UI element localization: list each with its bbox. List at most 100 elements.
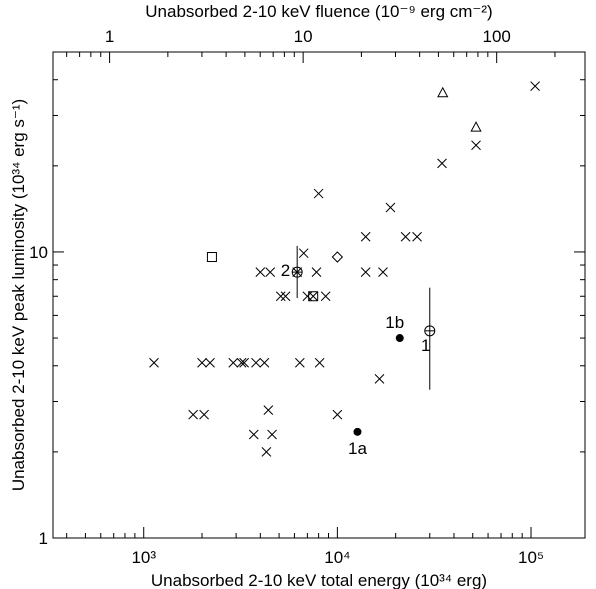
x-marker-stroke <box>332 409 343 420</box>
x-marker <box>265 267 276 277</box>
point-annotations: 2 1b 1 1a <box>281 261 431 458</box>
filled-circle-marker <box>395 334 404 343</box>
x-marker <box>313 188 324 199</box>
data-markers <box>149 81 540 457</box>
x-marker <box>360 267 371 277</box>
x-marker <box>314 357 325 368</box>
x-marker-stroke <box>530 81 540 91</box>
x-marker-stroke <box>149 357 159 368</box>
y-axis-label: Unabsorbed 2-10 keV peak luminosity (10³… <box>9 99 28 491</box>
x-marker <box>311 267 322 277</box>
x-marker <box>412 231 422 242</box>
x-marker <box>251 357 261 368</box>
annotation-label: 1b <box>385 313 404 332</box>
x-marker <box>378 267 388 277</box>
crossed-circle-marker <box>424 325 436 337</box>
x-marker <box>149 357 159 368</box>
x-marker <box>332 409 343 420</box>
x-marker <box>188 409 199 420</box>
x-marker <box>239 357 249 368</box>
x-marker-stroke <box>251 357 261 368</box>
x-marker-stroke <box>400 231 411 242</box>
x-marker-stroke <box>320 291 331 302</box>
diamond-marker <box>331 251 344 263</box>
x-marker-stroke <box>248 429 259 440</box>
x-marker-stroke <box>412 231 422 242</box>
x-marker-stroke <box>205 357 215 368</box>
x-marker <box>294 357 305 368</box>
x-marker-stroke <box>311 267 322 277</box>
x-marker-stroke <box>239 357 249 368</box>
x-marker-stroke <box>360 231 371 242</box>
x-marker-stroke <box>298 248 309 259</box>
x-axis-label: Unabsorbed 2-10 keV total energy (10³⁴ e… <box>151 571 487 589</box>
x-marker <box>280 291 291 302</box>
x-tick-label: 10⁴ <box>324 548 350 567</box>
tick-labels: 10³ 10⁴ 10⁵ 1 10 100 1 10 <box>29 27 544 567</box>
x-marker-stroke <box>236 357 247 368</box>
x-marker-stroke <box>308 291 319 302</box>
x-marker-stroke <box>378 267 388 277</box>
x-marker <box>400 231 411 242</box>
x-marker <box>228 357 239 368</box>
x-marker <box>374 374 385 384</box>
x-marker-stroke <box>275 291 286 302</box>
x-marker <box>199 409 209 420</box>
x-marker-stroke <box>313 188 324 199</box>
x-marker-stroke <box>314 357 325 368</box>
x-marker-stroke <box>199 409 209 420</box>
y-tick-label: 1 <box>39 529 48 548</box>
triangle-marker <box>470 121 482 132</box>
x-marker <box>205 357 215 368</box>
major-ticks <box>53 52 585 539</box>
x2-tick-label: 10 <box>294 27 313 46</box>
x-marker <box>298 248 309 259</box>
x2-tick-label: 100 <box>482 27 510 46</box>
x-marker <box>255 267 266 277</box>
plot-frame <box>52 51 586 539</box>
x-marker-stroke <box>228 357 239 368</box>
y-tick-label: 10 <box>29 243 48 262</box>
x-marker-stroke <box>261 447 272 457</box>
minor-ticks <box>53 51 585 538</box>
x-marker <box>267 429 277 440</box>
x-marker <box>385 202 396 213</box>
x-marker <box>360 231 371 242</box>
square-marker <box>308 291 319 302</box>
x-marker-stroke <box>267 429 277 440</box>
annotation-label: 1 <box>421 336 430 355</box>
filled-circle-marker <box>353 427 362 436</box>
x-marker <box>471 140 481 151</box>
x-marker <box>261 447 272 457</box>
square-marker <box>206 252 217 263</box>
x-marker-stroke <box>188 409 199 420</box>
crossed-circle-marker <box>291 266 303 278</box>
x-marker <box>437 158 447 169</box>
x-tick-label: 10⁵ <box>518 548 544 567</box>
x-marker <box>197 357 207 368</box>
x2-axis-label: Unabsorbed 2-10 keV fluence (10⁻⁹ erg cm… <box>145 2 492 21</box>
x-marker <box>320 291 331 302</box>
error-bars <box>296 245 431 390</box>
x-marker <box>530 81 540 91</box>
x-marker <box>259 357 270 368</box>
x-tick-label: 10³ <box>131 548 156 567</box>
x-marker-stroke <box>259 357 270 368</box>
x-marker <box>308 291 319 302</box>
annotation-label: 2 <box>281 261 290 280</box>
x-marker-stroke <box>437 158 447 169</box>
x-marker-stroke <box>294 357 305 368</box>
annotation-label: 1a <box>348 439 367 458</box>
x-marker-stroke <box>265 267 276 277</box>
x2-tick-label: 1 <box>105 27 114 46</box>
x-marker <box>248 429 259 440</box>
x-marker-stroke <box>280 291 291 302</box>
x-marker-stroke <box>255 267 266 277</box>
x-marker <box>236 357 247 368</box>
x-marker <box>263 405 274 415</box>
x-marker-stroke <box>471 140 481 151</box>
x-marker <box>275 291 286 302</box>
x-marker-stroke <box>360 267 371 277</box>
x-marker-stroke <box>263 405 274 415</box>
